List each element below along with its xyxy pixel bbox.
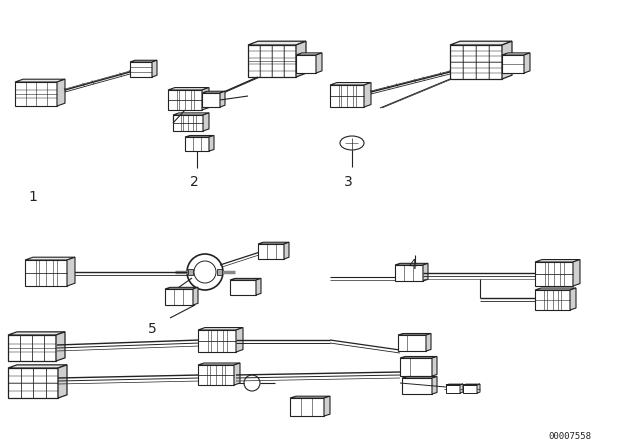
Polygon shape — [165, 287, 198, 289]
Polygon shape — [450, 45, 502, 79]
Polygon shape — [67, 257, 75, 286]
Polygon shape — [330, 82, 371, 85]
Polygon shape — [398, 335, 426, 351]
Polygon shape — [57, 79, 65, 106]
Circle shape — [194, 261, 216, 283]
Polygon shape — [248, 45, 296, 77]
Polygon shape — [463, 384, 480, 385]
Polygon shape — [398, 333, 431, 335]
Polygon shape — [202, 87, 209, 110]
Polygon shape — [432, 357, 437, 376]
Text: 00007558: 00007558 — [548, 432, 591, 441]
Polygon shape — [463, 385, 477, 393]
Polygon shape — [234, 363, 240, 385]
Polygon shape — [573, 259, 580, 286]
Polygon shape — [8, 335, 56, 361]
Polygon shape — [58, 365, 67, 398]
Polygon shape — [570, 288, 576, 310]
Polygon shape — [502, 55, 524, 73]
Text: 1: 1 — [28, 190, 37, 204]
Polygon shape — [502, 41, 512, 79]
Polygon shape — [8, 332, 65, 335]
Text: 5: 5 — [148, 322, 157, 336]
Polygon shape — [446, 385, 460, 393]
Polygon shape — [168, 90, 202, 110]
Polygon shape — [330, 85, 364, 107]
Polygon shape — [193, 287, 198, 305]
Polygon shape — [173, 115, 203, 131]
Polygon shape — [450, 41, 512, 45]
Polygon shape — [535, 259, 580, 262]
Polygon shape — [168, 87, 209, 90]
Polygon shape — [423, 263, 428, 281]
Polygon shape — [202, 93, 220, 107]
Polygon shape — [402, 378, 432, 394]
Polygon shape — [535, 290, 570, 310]
Polygon shape — [188, 269, 193, 275]
Polygon shape — [198, 365, 234, 385]
Polygon shape — [230, 280, 256, 295]
Polygon shape — [296, 55, 316, 73]
Polygon shape — [8, 365, 67, 368]
Polygon shape — [185, 137, 209, 151]
Polygon shape — [400, 358, 432, 376]
Polygon shape — [152, 60, 157, 77]
Polygon shape — [202, 91, 225, 93]
Polygon shape — [236, 327, 243, 352]
Polygon shape — [130, 62, 152, 77]
Polygon shape — [130, 60, 157, 62]
Polygon shape — [256, 278, 261, 295]
Polygon shape — [284, 242, 289, 259]
Polygon shape — [296, 41, 306, 77]
Polygon shape — [426, 333, 431, 351]
Polygon shape — [25, 257, 75, 260]
Polygon shape — [290, 396, 330, 398]
Polygon shape — [198, 327, 243, 330]
Polygon shape — [258, 242, 289, 244]
Polygon shape — [25, 260, 67, 286]
Ellipse shape — [340, 136, 364, 150]
Polygon shape — [477, 384, 480, 393]
Polygon shape — [400, 357, 437, 358]
Polygon shape — [395, 265, 423, 281]
Polygon shape — [198, 330, 236, 352]
Polygon shape — [56, 332, 65, 361]
Polygon shape — [296, 53, 322, 55]
Polygon shape — [209, 135, 214, 151]
Polygon shape — [502, 53, 530, 55]
Polygon shape — [230, 278, 261, 280]
Polygon shape — [203, 113, 209, 131]
Polygon shape — [535, 262, 573, 286]
Polygon shape — [316, 53, 322, 73]
Polygon shape — [432, 376, 437, 394]
Polygon shape — [198, 363, 240, 365]
Polygon shape — [290, 398, 324, 416]
Polygon shape — [15, 79, 65, 82]
Text: 4: 4 — [408, 258, 417, 272]
Polygon shape — [460, 384, 463, 393]
Polygon shape — [185, 135, 214, 137]
Text: 2: 2 — [190, 175, 199, 189]
Polygon shape — [324, 396, 330, 416]
Polygon shape — [8, 368, 58, 398]
Polygon shape — [402, 376, 437, 378]
Text: 3: 3 — [344, 175, 353, 189]
Polygon shape — [535, 288, 576, 290]
Circle shape — [187, 254, 223, 290]
Polygon shape — [446, 384, 463, 385]
Polygon shape — [248, 41, 306, 45]
Polygon shape — [220, 91, 225, 107]
Polygon shape — [258, 244, 284, 259]
Circle shape — [244, 375, 260, 391]
Polygon shape — [173, 113, 209, 115]
Polygon shape — [524, 53, 530, 73]
Polygon shape — [364, 82, 371, 107]
Polygon shape — [217, 269, 222, 275]
Polygon shape — [395, 263, 428, 265]
Polygon shape — [15, 82, 57, 106]
Polygon shape — [165, 289, 193, 305]
